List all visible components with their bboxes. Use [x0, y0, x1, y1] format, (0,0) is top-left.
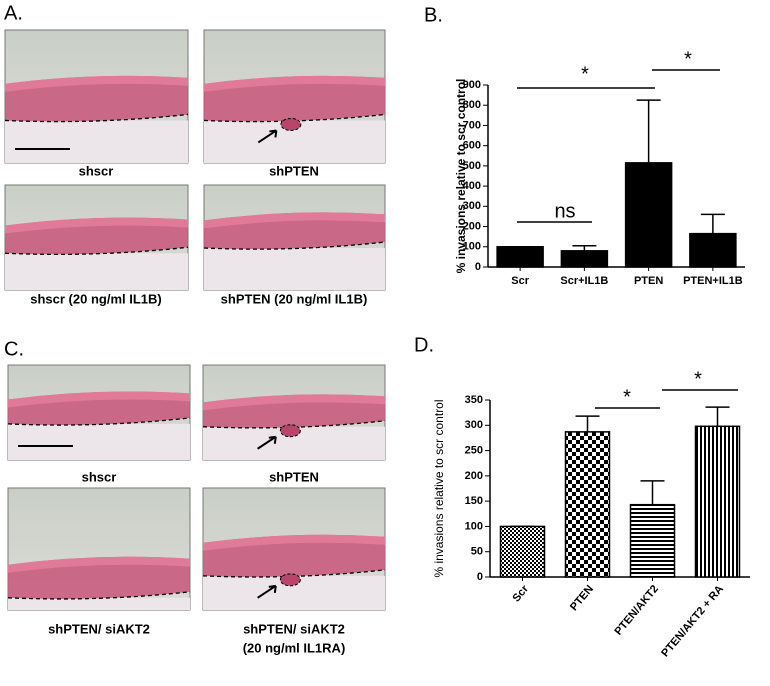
y-tick-label: 100	[465, 520, 483, 532]
y-tick-label: 0	[475, 261, 481, 273]
bar	[496, 246, 544, 268]
y-tick-label: 350	[465, 394, 483, 406]
invasion	[280, 117, 302, 131]
tissue-layer	[204, 75, 385, 122]
basement-line	[7, 591, 191, 600]
tissue-top	[203, 394, 385, 411]
invasion	[279, 424, 301, 438]
annotation: *	[684, 48, 692, 70]
bar	[629, 503, 676, 578]
bar	[624, 162, 673, 268]
annotation: ns	[554, 200, 575, 222]
tissue-top	[8, 391, 190, 408]
annotation: *	[581, 63, 589, 85]
tissue-top	[5, 217, 188, 234]
y-tick-label: 500	[463, 160, 481, 172]
y-tick-label: 200	[463, 220, 481, 232]
x-tick-label: Scr	[511, 275, 529, 287]
bar	[694, 425, 741, 578]
caption: shPTEN/ siAKT2	[48, 621, 150, 636]
y-tick-label: 250	[465, 444, 483, 456]
y-tick-label: 150	[465, 495, 483, 507]
y-tick-label: 400	[463, 180, 481, 192]
bar	[499, 525, 546, 578]
y-axis-label: % invasions relative to scr control	[432, 399, 446, 577]
annotation: *	[694, 368, 702, 390]
caption: shscr	[82, 469, 117, 484]
x-tick-label: Scr	[510, 583, 531, 605]
arrow	[257, 584, 277, 599]
caption: shPTEN	[269, 469, 319, 484]
caption: shPTEN (20 ng/ml IL1B)	[221, 291, 368, 306]
panel-label: A.	[4, 2, 23, 24]
x-tick-label: PTEN	[568, 583, 596, 613]
x-tick-label: PTEN/AKT2	[613, 583, 661, 638]
basement-line	[7, 417, 191, 426]
y-tick-label: 600	[463, 140, 481, 152]
panel-label: B.	[424, 4, 443, 26]
caption: shPTEN/ siAKT2	[243, 621, 345, 636]
basement-line	[4, 246, 189, 256]
tissue-top	[204, 212, 385, 229]
arrow	[257, 129, 278, 144]
basement-line	[203, 113, 386, 123]
tissue-layer	[5, 75, 188, 122]
invasion	[279, 573, 301, 587]
tissue-top	[204, 75, 385, 92]
y-tick-label: 300	[463, 200, 481, 212]
x-tick-label: PTEN	[634, 275, 663, 287]
tissue-top	[8, 556, 190, 573]
caption: shPTEN	[269, 163, 319, 178]
caption: shscr	[79, 163, 114, 178]
tissue-lower	[8, 597, 190, 610]
tissue-top	[203, 534, 385, 551]
bar	[689, 232, 737, 268]
y-tick-label: 50	[471, 546, 483, 558]
arrow	[257, 435, 277, 450]
x-tick-label: Scr+IL1B	[560, 275, 608, 287]
tissue-top	[5, 75, 188, 92]
caption: (20 ng/ml IL1RA)	[243, 640, 346, 655]
tissue-lower	[204, 248, 385, 290]
x-tick-label: PTEN+IL1B	[683, 275, 743, 287]
y-axis-label: % invasions relative to scr control	[454, 79, 468, 274]
x-tick-label: PTEN/AKT2 + RA	[659, 583, 726, 659]
tissue-lower	[5, 120, 188, 163]
tissue-lower	[8, 423, 190, 460]
y-tick-label: 800	[463, 99, 481, 111]
y-tick-label: 200	[465, 470, 483, 482]
y-tick-label: 900	[463, 79, 481, 91]
tissue-lower	[5, 253, 188, 290]
basement-line	[203, 241, 386, 250]
basement-line	[4, 113, 189, 123]
caption: shscr (20 ng/ml IL1B)	[30, 291, 161, 306]
y-tick-label: 300	[465, 419, 483, 431]
annotation: *	[623, 386, 631, 408]
y-tick-label: 100	[463, 241, 481, 253]
bar	[564, 431, 611, 578]
y-tick-label: 700	[463, 119, 481, 131]
panel-label: C.	[4, 338, 24, 360]
y-tick-label: 0	[477, 571, 483, 583]
panel-label: D.	[414, 334, 434, 356]
bar	[560, 250, 609, 268]
